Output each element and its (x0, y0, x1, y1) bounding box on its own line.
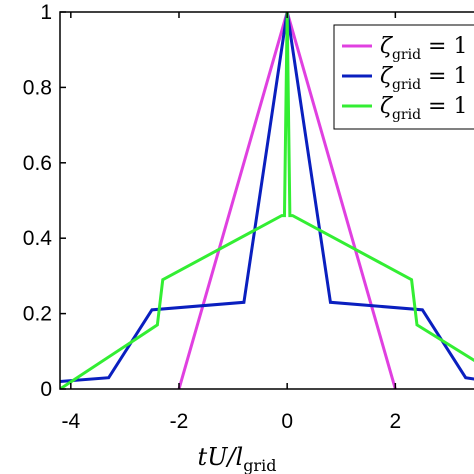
y-tick-label: 0.8 (23, 76, 52, 99)
y-tick-label: 0.4 (23, 227, 53, 250)
legend-entry-3: ζgrid = 1 (380, 94, 467, 123)
x-axis-label-sub: grid (243, 456, 276, 474)
y-tick-label: 0 (40, 378, 52, 401)
plot-frame (59, 11, 474, 390)
legend-entry-1: ζgrid = 1 (380, 34, 467, 63)
y-tick-label: 1 (40, 1, 52, 24)
y-tick-label: 0.6 (23, 152, 52, 175)
series-layer (60, 12, 474, 389)
x-tick-label: -4 (61, 410, 80, 433)
tick-layer: -4 -2 0 2 0 0.2 0.4 0.6 0.8 1 (23, 1, 401, 433)
x-tick-label: -2 (170, 410, 189, 433)
x-axis-label-main: tU/l (198, 443, 244, 471)
x-tick-label: 0 (281, 410, 293, 433)
x-tick-label: 2 (390, 410, 402, 433)
series-line-2 (60, 12, 474, 383)
y-tick-label: 0.2 (23, 303, 52, 326)
series-line-1 (177, 12, 397, 389)
series-line-3 (60, 12, 474, 389)
legend-entry-2: ζgrid = 1 (380, 64, 467, 93)
x-axis-label: tU/lgrid (198, 443, 277, 474)
